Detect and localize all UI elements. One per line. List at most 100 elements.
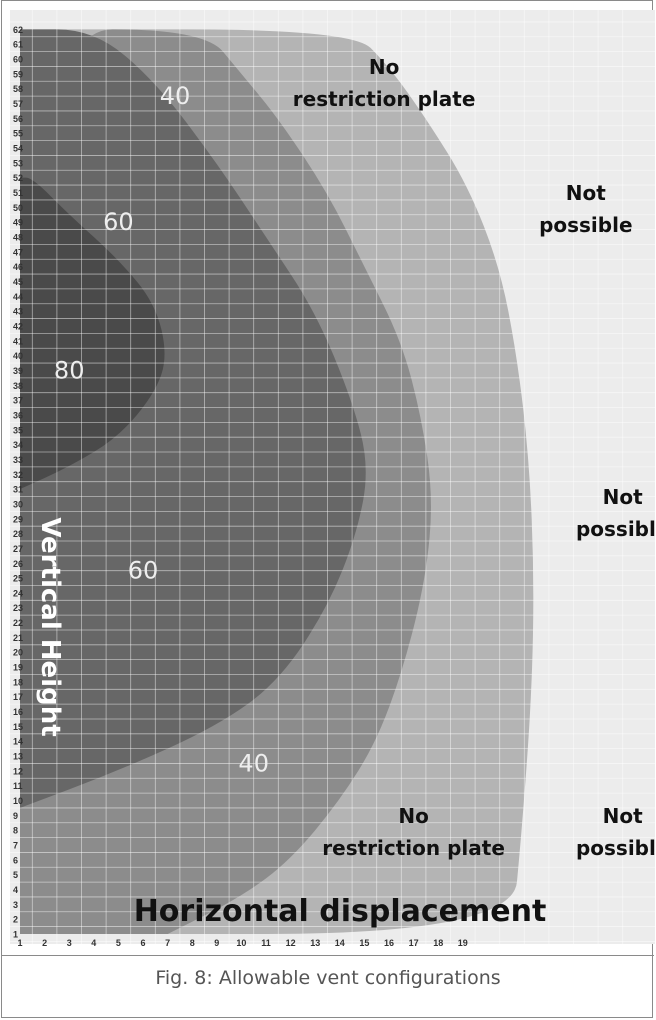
zone-label-line: Not xyxy=(603,804,643,828)
x-tick-label: 18 xyxy=(433,938,443,948)
y-tick-label: 14 xyxy=(13,737,23,747)
y-tick-label: 22 xyxy=(13,618,23,628)
y-axis-label: Vertical Height xyxy=(35,517,65,736)
y-tick-label: 3 xyxy=(13,900,18,910)
zone-label-line: possible xyxy=(576,836,656,860)
y-tick-label: 33 xyxy=(13,455,23,465)
y-tick-label: 10 xyxy=(13,796,23,806)
x-tick-label: 6 xyxy=(140,938,145,948)
contour-label-60: 60 xyxy=(128,557,159,585)
x-tick-label: 4 xyxy=(91,938,96,948)
contour-label-60: 60 xyxy=(103,208,134,236)
y-tick-label: 61 xyxy=(13,40,23,50)
x-tick-label: 11 xyxy=(261,938,271,948)
x-tick-label: 7 xyxy=(165,938,170,948)
x-axis-label: Horizontal displacement xyxy=(134,894,547,929)
y-tick-label: 8 xyxy=(13,826,18,836)
y-tick-label: 26 xyxy=(13,559,23,569)
zone-label-not-possible: Not possible xyxy=(576,804,656,860)
y-tick-label: 40 xyxy=(13,351,23,361)
y-tick-label: 12 xyxy=(13,766,23,776)
y-tick-label: 46 xyxy=(13,262,23,272)
y-tick-label: 58 xyxy=(13,84,23,94)
contour-labels: 80 60 60 40 40 xyxy=(54,82,269,777)
y-tick-label: 59 xyxy=(13,69,23,79)
zone-label-no-restriction-plate: No restriction plate xyxy=(293,55,476,111)
y-tick-label: 32 xyxy=(13,470,23,480)
y-tick-label: 23 xyxy=(13,603,23,613)
y-tick-label: 9 xyxy=(13,811,18,821)
y-tick-label: 5 xyxy=(13,870,18,880)
zone-labels: No restriction plate Not possible Not possibl… xyxy=(293,55,656,860)
y-tick-labels: 1234567891011121314151617181920212223242… xyxy=(13,25,23,940)
zone-label-line: possible xyxy=(539,213,632,237)
y-tick-label: 47 xyxy=(13,247,23,257)
contour-label-80: 80 xyxy=(54,356,85,384)
y-tick-label: 2 xyxy=(13,915,18,925)
contour-label-40: 40 xyxy=(238,749,269,777)
y-tick-label: 24 xyxy=(13,588,23,598)
x-tick-label: 15 xyxy=(359,938,369,948)
y-tick-label: 54 xyxy=(13,144,23,154)
y-tick-label: 27 xyxy=(13,544,23,554)
y-tick-label: 13 xyxy=(13,752,23,762)
y-tick-label: 60 xyxy=(13,55,23,65)
y-tick-label: 19 xyxy=(13,663,23,673)
y-tick-label: 42 xyxy=(13,321,23,331)
x-tick-label: 13 xyxy=(310,938,320,948)
y-tick-label: 15 xyxy=(13,722,23,732)
y-tick-label: 1 xyxy=(13,930,18,940)
x-tick-label: 1 xyxy=(17,938,22,948)
x-tick-label: 9 xyxy=(214,938,219,948)
zone-label-line: No xyxy=(398,804,428,828)
y-tick-label: 37 xyxy=(13,396,23,406)
y-tick-label: 56 xyxy=(13,114,23,124)
y-tick-label: 21 xyxy=(13,633,23,643)
y-tick-label: 20 xyxy=(13,648,23,658)
y-tick-label: 11 xyxy=(13,781,23,791)
zone-label-not-possible: Not possible xyxy=(576,485,656,541)
zone-label-line: No xyxy=(369,55,399,79)
x-tick-label: 14 xyxy=(335,938,345,948)
x-tick-label: 10 xyxy=(236,938,246,948)
x-tick-label: 16 xyxy=(384,938,394,948)
x-tick-label: 3 xyxy=(67,938,72,948)
y-tick-label: 51 xyxy=(13,188,23,198)
y-tick-label: 55 xyxy=(13,129,23,139)
contour-label-40: 40 xyxy=(160,82,191,110)
y-tick-label: 6 xyxy=(13,855,18,865)
x-tick-label: 12 xyxy=(286,938,296,948)
y-tick-label: 39 xyxy=(13,366,23,376)
y-tick-label: 28 xyxy=(13,529,23,539)
x-tick-labels: 1 2 3 4 5 6 7 8 9 10 11 12 13 14 15 16 17 18 19 xyxy=(17,938,467,948)
y-tick-label: 57 xyxy=(13,99,23,109)
y-tick-label: 25 xyxy=(13,574,23,584)
zone-label-no-restriction-plate: No restriction plate xyxy=(322,804,505,860)
y-tick-label: 43 xyxy=(13,307,23,317)
vent-configuration-chart: 1234567891011121314151617181920212223242… xyxy=(10,10,656,948)
y-tick-label: 38 xyxy=(13,381,23,391)
zone-label-line: Not xyxy=(603,485,643,509)
zone-label-line: possible xyxy=(576,517,656,541)
x-tick-label: 8 xyxy=(190,938,195,948)
y-tick-label: 16 xyxy=(13,707,23,717)
y-tick-label: 53 xyxy=(13,158,23,168)
y-tick-label: 17 xyxy=(13,692,23,702)
x-tick-label: 19 xyxy=(458,938,468,948)
zone-label-line: Not xyxy=(566,181,606,205)
y-tick-label: 36 xyxy=(13,410,23,420)
y-tick-label: 41 xyxy=(13,336,23,346)
x-tick-label: 5 xyxy=(116,938,121,948)
zone-label-not-possible: Not possible xyxy=(539,181,632,237)
caption-divider xyxy=(1,955,654,956)
y-tick-label: 34 xyxy=(13,440,23,450)
y-tick-label: 52 xyxy=(13,173,23,183)
y-tick-label: 30 xyxy=(13,499,23,509)
y-tick-label: 31 xyxy=(13,485,23,495)
y-tick-label: 35 xyxy=(13,425,23,435)
figure-caption: Fig. 8: Allowable vent configurations xyxy=(155,967,501,989)
y-tick-label: 49 xyxy=(13,218,23,228)
y-tick-label: 50 xyxy=(13,203,23,213)
y-tick-label: 45 xyxy=(13,277,23,287)
y-tick-label: 44 xyxy=(13,292,23,302)
